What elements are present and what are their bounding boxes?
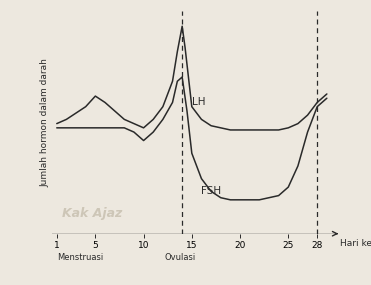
Text: LH: LH bbox=[192, 97, 205, 107]
Text: Ovulasi: Ovulasi bbox=[165, 253, 196, 262]
Y-axis label: Jumlah hormon dalam darah: Jumlah hormon dalam darah bbox=[40, 58, 49, 187]
Text: Kak Ajaz: Kak Ajaz bbox=[62, 207, 122, 220]
Text: Menstruasi: Menstruasi bbox=[57, 253, 103, 262]
Text: FSH: FSH bbox=[201, 186, 221, 196]
Text: Hari ke-: Hari ke- bbox=[340, 239, 371, 248]
